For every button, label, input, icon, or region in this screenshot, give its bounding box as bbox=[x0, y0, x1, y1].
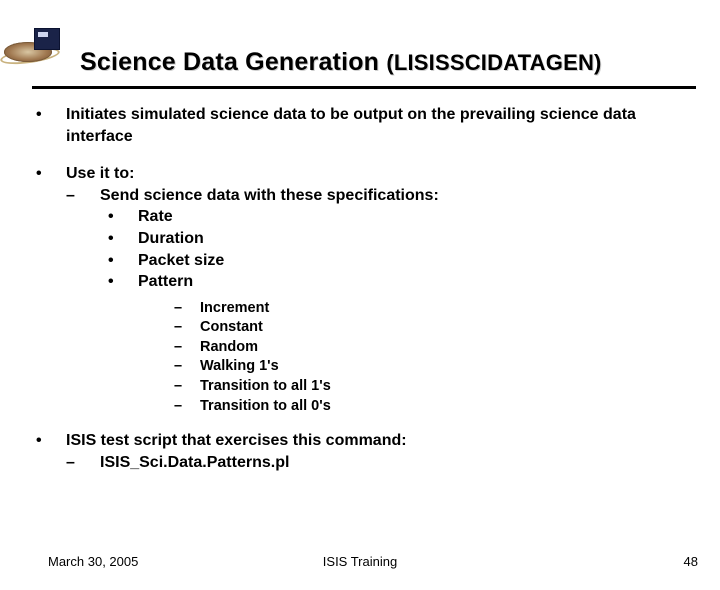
pattern-transition-0s: – Transition to all 0's bbox=[174, 397, 696, 417]
bullet-text: Rate bbox=[138, 206, 696, 228]
bullet-marker: – bbox=[174, 397, 200, 417]
bullet-2-sub: – Send science data with these specifica… bbox=[66, 185, 696, 207]
bullet-text: Random bbox=[200, 338, 696, 358]
bullet-text: Initiates simulated science data to be o… bbox=[66, 104, 696, 147]
bullet-marker: – bbox=[174, 357, 200, 377]
slide-footer: March 30, 2005 ISIS Training 48 bbox=[0, 554, 720, 572]
pattern-constant: – Constant bbox=[174, 318, 696, 338]
bullet-3-sub: – ISIS_Sci.Data.Patterns.pl bbox=[66, 452, 696, 474]
logo-saturn bbox=[4, 28, 64, 66]
bullet-marker: • bbox=[36, 163, 66, 185]
bullet-text: Walking 1's bbox=[200, 357, 696, 377]
footer-center: ISIS Training bbox=[0, 554, 720, 569]
footer-page-number: 48 bbox=[684, 554, 698, 569]
bullet-marker: • bbox=[108, 250, 138, 272]
bullet-marker: • bbox=[36, 430, 66, 452]
bullet-text: Increment bbox=[200, 299, 696, 319]
slide-title-wrap: Science Data Generation (LISISSCIDATAGEN… bbox=[80, 48, 700, 77]
bullet-text: Transition to all 0's bbox=[200, 397, 696, 417]
bullet-text: Send science data with these specificati… bbox=[100, 185, 696, 207]
title-sub: (LISISSCIDATAGEN) bbox=[386, 50, 601, 75]
bullet-text: ISIS test script that exercises this com… bbox=[66, 430, 696, 452]
bullet-marker: • bbox=[108, 206, 138, 228]
bullet-text: Pattern bbox=[138, 271, 696, 293]
slide-body: • Initiates simulated science data to be… bbox=[36, 104, 696, 473]
spec-pattern: • Pattern bbox=[108, 271, 696, 293]
bullet-text: Packet size bbox=[138, 250, 696, 272]
pattern-increment: – Increment bbox=[174, 299, 696, 319]
pattern-transition-1s: – Transition to all 1's bbox=[174, 377, 696, 397]
title-main: Science Data Generation bbox=[80, 48, 379, 76]
bullet-marker: – bbox=[66, 452, 100, 474]
spec-packet-size: • Packet size bbox=[108, 250, 696, 272]
pattern-walking-1s: – Walking 1's bbox=[174, 357, 696, 377]
title-underline bbox=[32, 86, 696, 89]
bullet-marker: • bbox=[108, 228, 138, 250]
bullet-text: Use it to: bbox=[66, 163, 696, 185]
spec-duration: • Duration bbox=[108, 228, 696, 250]
bullet-marker: – bbox=[66, 185, 100, 207]
bullet-text: Constant bbox=[200, 318, 696, 338]
bullet-marker: – bbox=[174, 338, 200, 358]
bullet-marker: • bbox=[108, 271, 138, 293]
bullet-text: Duration bbox=[138, 228, 696, 250]
pattern-list: – Increment – Constant – Random – Walkin… bbox=[36, 299, 696, 416]
bullet-text: Transition to all 1's bbox=[200, 377, 696, 397]
bullet-3: • ISIS test script that exercises this c… bbox=[36, 430, 696, 452]
bullet-marker: – bbox=[174, 318, 200, 338]
bullet-2: • Use it to: bbox=[36, 163, 696, 185]
slide-title: Science Data Generation (LISISSCIDATAGEN… bbox=[80, 48, 602, 76]
bullet-marker: – bbox=[174, 299, 200, 319]
spec-rate: • Rate bbox=[108, 206, 696, 228]
bullet-marker: – bbox=[174, 377, 200, 397]
bullet-marker: • bbox=[36, 104, 66, 147]
pattern-random: – Random bbox=[174, 338, 696, 358]
bullet-text: ISIS_Sci.Data.Patterns.pl bbox=[100, 452, 696, 474]
bullet-1: • Initiates simulated science data to be… bbox=[36, 104, 696, 147]
